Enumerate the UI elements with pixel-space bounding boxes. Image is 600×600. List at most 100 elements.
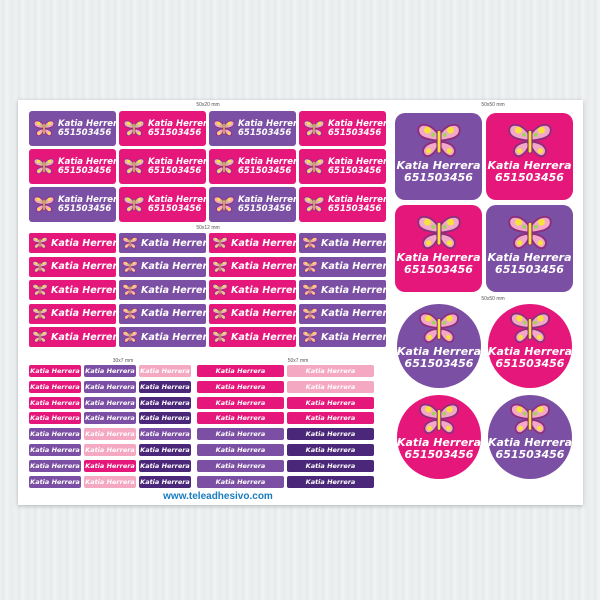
butterfly-icon <box>212 237 228 249</box>
label-name: Katia Herrera <box>141 261 206 272</box>
butterfly-icon <box>33 196 55 213</box>
butterfly-icon <box>122 307 138 320</box>
label-name: Katia Herrera <box>328 194 386 205</box>
butterfly-icon <box>32 260 48 273</box>
label-name: Katia Herrera <box>148 194 206 205</box>
size-label-50x7: 50x7 mm <box>287 358 309 364</box>
label-name: Katia Herrera <box>30 477 80 486</box>
label-name: Katia Herrera <box>30 430 80 439</box>
butterfly-icon <box>510 403 550 434</box>
butterfly-icon <box>122 260 138 273</box>
label-50x7: Katia Herrera <box>287 380 374 393</box>
label-name: Katia Herrera <box>51 284 116 296</box>
label-name: Katia Herrera <box>30 382 80 391</box>
label-30x7: Katia Herrera <box>139 380 191 393</box>
label-name: Katia Herrera <box>396 159 481 173</box>
label-50x7: Katia Herrera <box>197 444 284 456</box>
label-phone: 651503456 <box>328 127 382 138</box>
label-name: Katia Herrera <box>30 461 80 470</box>
label-50x12: Katia Herrera <box>119 256 206 277</box>
label-50x7: Katia Herrera <box>197 475 284 488</box>
label-name: Katia Herrera <box>215 367 266 375</box>
label-50x12: Katia Herrera <box>119 303 206 324</box>
label-name: Katia Herrera <box>140 430 190 439</box>
label-50x50-square: Katia Herrera 651503456 <box>395 205 482 292</box>
label-name: Katia Herrera <box>148 156 206 167</box>
label-phone: 651503456 <box>328 165 382 176</box>
label-phone: 651503456 <box>404 171 473 185</box>
label-50x7: Katia Herrera <box>197 396 284 409</box>
label-50x7: Katia Herrera <box>287 365 374 377</box>
label-phone: 651503456 <box>148 127 202 138</box>
label-name: Katia Herrera <box>140 367 190 375</box>
butterfly-icon <box>419 312 459 343</box>
label-name: Katia Herrera <box>141 237 206 249</box>
label-30x7: Katia Herrera <box>139 444 191 456</box>
label-phone: 651503456 <box>58 127 112 138</box>
label-name: Katia Herrera <box>58 156 116 167</box>
label-50x12: Katia Herrera <box>209 256 296 277</box>
label-50x7: Katia Herrera <box>197 459 284 472</box>
label-phone: 651503456 <box>58 203 112 214</box>
label-50x7: Katia Herrera <box>287 444 374 456</box>
label-name: Katia Herrera <box>51 308 116 319</box>
label-30x7: Katia Herrera <box>29 396 81 409</box>
label-50x7: Katia Herrera <box>197 380 284 393</box>
butterfly-icon <box>213 158 235 175</box>
label-30x7: Katia Herrera <box>139 475 191 488</box>
butterfly-icon <box>32 307 48 320</box>
label-phone: 651503456 <box>238 165 292 176</box>
label-phone: 651503456 <box>58 165 112 176</box>
label-name: Katia Herrera <box>85 477 135 486</box>
label-name: Katia Herrera <box>215 398 266 407</box>
butterfly-icon <box>302 331 318 343</box>
butterfly-icon <box>507 215 552 250</box>
butterfly-icon <box>212 260 228 273</box>
label-30x7: Katia Herrera <box>29 459 81 472</box>
label-name: Katia Herrera <box>85 382 135 391</box>
label-30x7: Katia Herrera <box>139 396 191 409</box>
label-50x50-square: Katia Herrera 651503456 <box>486 205 573 292</box>
label-name: Katia Herrera <box>328 156 386 167</box>
label-name: Katia Herrera <box>30 446 80 454</box>
website-url[interactable]: www.teleadhesivo.com <box>163 491 273 502</box>
label-50x12: Katia Herrera <box>299 256 386 277</box>
label-50x12: Katia Herrera <box>119 280 206 300</box>
butterfly-icon <box>416 123 461 158</box>
label-50x12: Katia Herrera <box>209 303 296 324</box>
label-name: Katia Herrera <box>215 461 266 470</box>
label-name: Katia Herrera <box>85 461 135 470</box>
butterfly-icon <box>33 158 55 175</box>
butterfly-icon <box>419 403 459 434</box>
label-name: Katia Herrera <box>51 237 116 249</box>
butterfly-icon <box>212 284 228 296</box>
label-name: Katia Herrera <box>140 382 190 391</box>
label-name: Katia Herrera <box>231 261 296 272</box>
label-phone: 651503456 <box>495 171 564 185</box>
label-name: Katia Herrera <box>148 118 206 129</box>
label-50x12: Katia Herrera <box>119 233 206 253</box>
label-name: Katia Herrera <box>141 284 206 296</box>
label-50x50-circle: Katia Herrera 651503456 <box>397 395 481 479</box>
label-name: Katia Herrera <box>238 194 296 205</box>
label-50x12: Katia Herrera <box>119 327 206 347</box>
label-name: Katia Herrera <box>215 446 266 454</box>
label-50x7: Katia Herrera <box>287 428 374 441</box>
label-name: Katia Herrera <box>396 435 482 449</box>
butterfly-icon <box>212 331 228 343</box>
label-name: Katia Herrera <box>396 251 481 265</box>
label-name: Katia Herrera <box>215 477 266 486</box>
